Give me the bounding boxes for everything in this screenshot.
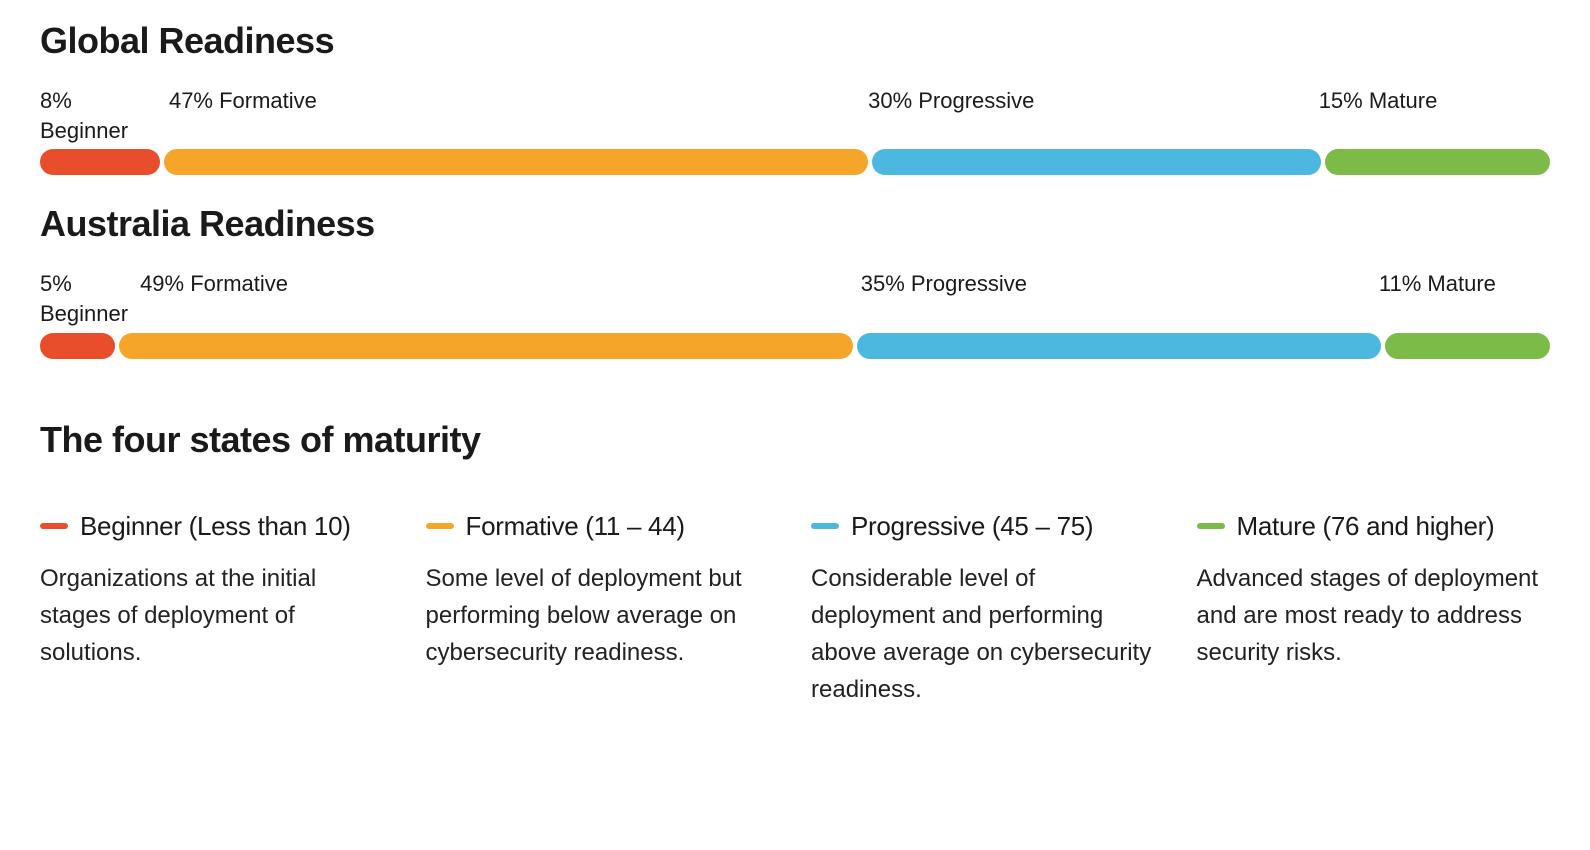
maturity-state-title: Progressive (45 – 75) bbox=[851, 511, 1093, 542]
segment-label-beginner: 8% Beginner bbox=[40, 86, 169, 145]
segment-label-beginner: 5% Beginner bbox=[40, 269, 140, 328]
segment-bar-progressive bbox=[872, 149, 1321, 175]
maturity-state-title: Beginner (Less than 10) bbox=[80, 511, 351, 542]
maturity-state-desc: Organizations at the initial stages of d… bbox=[40, 560, 394, 672]
segment-bar-progressive bbox=[857, 333, 1381, 359]
swatch-icon bbox=[811, 523, 839, 529]
swatch-icon bbox=[1197, 523, 1225, 529]
readiness-labels-row: 5% Beginner 49% Formative 35% Progressiv… bbox=[40, 269, 1550, 328]
readiness-bar-row bbox=[40, 149, 1550, 175]
readiness-bar-wrap: 5% Beginner 49% Formative 35% Progressiv… bbox=[40, 269, 1550, 358]
maturity-state-head: Beginner (Less than 10) bbox=[40, 511, 394, 542]
maturity-state-head: Formative (11 – 44) bbox=[426, 511, 780, 542]
maturity-state-desc: Considerable level of deployment and per… bbox=[811, 560, 1165, 709]
maturity-state-title: Formative (11 – 44) bbox=[466, 511, 685, 542]
readiness-title: Australia Readiness bbox=[40, 203, 1550, 245]
maturity-state-formative: Formative (11 – 44) Some level of deploy… bbox=[426, 511, 780, 709]
readiness-bar-wrap: 8% Beginner 47% Formative 30% Progressiv… bbox=[40, 86, 1550, 175]
maturity-state-desc: Advanced stages of deployment and are mo… bbox=[1197, 560, 1551, 672]
maturity-state-desc: Some level of deployment but performing … bbox=[426, 560, 780, 672]
maturity-state-beginner: Beginner (Less than 10) Organizations at… bbox=[40, 511, 394, 709]
segment-label-formative: 49% Formative bbox=[140, 269, 861, 328]
segment-label-progressive: 30% Progressive bbox=[868, 86, 1319, 145]
readiness-title: Global Readiness bbox=[40, 20, 1550, 62]
swatch-icon bbox=[426, 523, 454, 529]
swatch-icon bbox=[40, 523, 68, 529]
maturity-state-mature: Mature (76 and higher) Advanced stages o… bbox=[1197, 511, 1551, 709]
maturity-state-title: Mature (76 and higher) bbox=[1237, 511, 1495, 542]
segment-label-mature: 11% Mature bbox=[1379, 269, 1550, 328]
readiness-global: Global Readiness 8% Beginner 47% Formati… bbox=[40, 20, 1550, 175]
segment-bar-mature bbox=[1385, 333, 1550, 359]
readiness-labels-row: 8% Beginner 47% Formative 30% Progressiv… bbox=[40, 86, 1550, 145]
maturity-legend-row: Beginner (Less than 10) Organizations at… bbox=[40, 511, 1550, 709]
segment-bar-beginner bbox=[40, 149, 160, 175]
segment-label-progressive: 35% Progressive bbox=[861, 269, 1379, 328]
segment-label-mature: 15% Mature bbox=[1319, 86, 1550, 145]
readiness-australia: Australia Readiness 5% Beginner 49% Form… bbox=[40, 203, 1550, 358]
segment-bar-formative bbox=[119, 333, 853, 359]
maturity-state-progressive: Progressive (45 – 75) Considerable level… bbox=[811, 511, 1165, 709]
segment-bar-beginner bbox=[40, 333, 115, 359]
segment-bar-mature bbox=[1325, 149, 1550, 175]
readiness-bar-row bbox=[40, 333, 1550, 359]
maturity-section-title: The four states of maturity bbox=[40, 419, 1550, 461]
segment-label-formative: 47% Formative bbox=[169, 86, 868, 145]
segment-bar-formative bbox=[164, 149, 868, 175]
maturity-state-head: Mature (76 and higher) bbox=[1197, 511, 1551, 542]
maturity-state-head: Progressive (45 – 75) bbox=[811, 511, 1165, 542]
